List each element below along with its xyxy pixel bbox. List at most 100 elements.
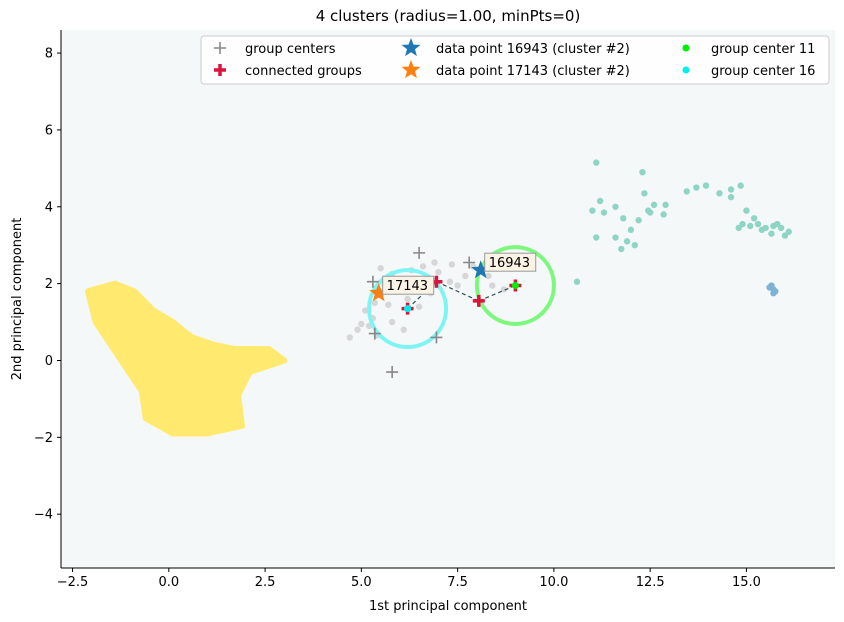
- legend-marker-group-centers: [214, 42, 226, 54]
- legend-box: [200, 35, 830, 85]
- cluster-2-point: [620, 215, 627, 222]
- group-center-marker: [463, 256, 476, 269]
- legend-marker-data-point-16943: [401, 38, 421, 57]
- y-tick-label: −4: [34, 508, 53, 523]
- cluster-4-point: [431, 259, 438, 266]
- legend-label-data-point-17143: data point 17143 (cluster #2): [436, 64, 630, 79]
- cluster-4-point: [400, 326, 407, 333]
- annotation-box-16943: [484, 252, 537, 272]
- cluster-2-point: [612, 203, 619, 210]
- cluster-2-point: [774, 220, 781, 228]
- cluster-2-point: [781, 232, 789, 239]
- cluster-2-point: [627, 226, 635, 234]
- data-point-17143-star: [369, 283, 389, 302]
- cluster-2-point: [662, 201, 669, 209]
- cluster-2-point: [683, 188, 690, 195]
- cluster-2-point: [600, 209, 608, 216]
- data-point-16943-star: [471, 260, 491, 279]
- legend-label-group-centers: group centers: [245, 42, 336, 57]
- y-tick-label: 2: [45, 277, 53, 292]
- cluster-4-point: [385, 301, 392, 308]
- legend-marker-group-center-11: [682, 44, 690, 52]
- y-tick-label: −2: [34, 431, 53, 446]
- cluster-2-point: [735, 224, 742, 232]
- cluster-2-point: [593, 234, 600, 241]
- cluster-4-point: [500, 286, 508, 293]
- cluster-4-point: [419, 263, 427, 270]
- group-center-marker: [366, 275, 379, 288]
- cluster-2-point: [623, 238, 631, 245]
- cluster-4-point: [404, 295, 411, 303]
- x-tick-label: 10.0: [539, 575, 568, 590]
- cluster-3-point: [770, 290, 777, 297]
- group-center-marker: [386, 366, 399, 379]
- x-tick-label: 5.0: [351, 575, 372, 590]
- highlight-group-center-11: [511, 282, 519, 290]
- cluster-4-point: [371, 299, 379, 307]
- connected-group-marker: [472, 294, 485, 307]
- cluster-2-point: [641, 190, 648, 197]
- annotation-label-17143: 17143: [387, 279, 428, 294]
- cluster-4-point: [415, 303, 423, 310]
- group-center-marker: [368, 327, 381, 340]
- x-axis-label: 1st principal component: [369, 599, 527, 614]
- cluster-2-point: [593, 159, 600, 166]
- cluster-4-point: [377, 265, 384, 272]
- cluster-4-point: [388, 318, 396, 326]
- cluster-2-point: [754, 220, 762, 228]
- cluster-4-point: [446, 278, 454, 285]
- legend-marker-connected-groups: [214, 64, 226, 76]
- plot-marks: 16943 17143: [85, 159, 792, 437]
- cluster-2-point: [747, 222, 754, 230]
- legend-label-data-point-16943: data point 16943 (cluster #2): [436, 42, 630, 57]
- y-tick-label: 0: [45, 354, 53, 369]
- cluster-1-blob: [85, 280, 288, 437]
- highlight-group-center-16: [404, 305, 412, 313]
- x-tick-label: −2.5: [57, 575, 89, 590]
- cluster-2-point: [631, 242, 638, 249]
- cluster-4-point: [489, 282, 496, 289]
- cluster-4-point: [358, 320, 365, 328]
- cluster-2-point: [635, 217, 642, 224]
- cluster-4-point: [346, 334, 354, 341]
- cluster-2-point: [596, 197, 604, 205]
- cluster-4-point: [435, 268, 442, 276]
- chart-title: 4 clusters (radius=1.00, minPts=0): [316, 7, 581, 25]
- x-tick-label: 7.5: [447, 575, 468, 590]
- group-center-marker: [430, 331, 443, 344]
- cluster-2-point: [737, 182, 744, 189]
- cluster-2-point: [660, 211, 667, 218]
- cluster-4-point: [462, 272, 469, 280]
- legend-marker-group-center-16: [682, 66, 690, 74]
- cluster-4-point: [485, 272, 492, 280]
- axes: −2.5 0.0 2.5 5.0 7.5 10.0 12.5 15.0 −4 −2 0 2 4 6 8: [34, 30, 835, 590]
- cluster-4-point: [354, 326, 361, 333]
- plot-area: [61, 30, 835, 568]
- x-tick-label: 0.0: [158, 575, 179, 590]
- connection-edge: [436, 281, 480, 302]
- cluster-2-point: [645, 207, 652, 214]
- cluster-3-point: [766, 284, 773, 291]
- cluster-2-point: [618, 245, 625, 253]
- group-center-marker: [413, 246, 426, 259]
- cluster-4-point: [454, 282, 461, 289]
- cluster-2-point: [639, 168, 646, 176]
- cluster-2-point: [727, 193, 735, 201]
- legend-marker-data-point-17143: [401, 60, 421, 79]
- cluster-4-point: [448, 261, 456, 268]
- cluster-2-point: [768, 230, 775, 237]
- radius-circle-2: [367, 268, 449, 350]
- cluster-2-point: [743, 207, 750, 214]
- y-tick-label: 8: [45, 47, 53, 62]
- x-tick-label: 2.5: [255, 575, 276, 590]
- legend: group centers connected groups data point …: [200, 35, 830, 85]
- cluster-2-point: [702, 182, 710, 189]
- legend-label-group-center-16: group center 16: [711, 64, 815, 79]
- cluster-2-point: [758, 226, 766, 234]
- annotation-label-16943: 16943: [489, 256, 530, 271]
- legend-label-group-center-11: group center 11: [711, 42, 815, 57]
- x-tick-label: 12.5: [636, 575, 665, 590]
- legend-label-connected-groups: connected groups: [245, 64, 362, 79]
- cluster-2-point: [727, 186, 735, 193]
